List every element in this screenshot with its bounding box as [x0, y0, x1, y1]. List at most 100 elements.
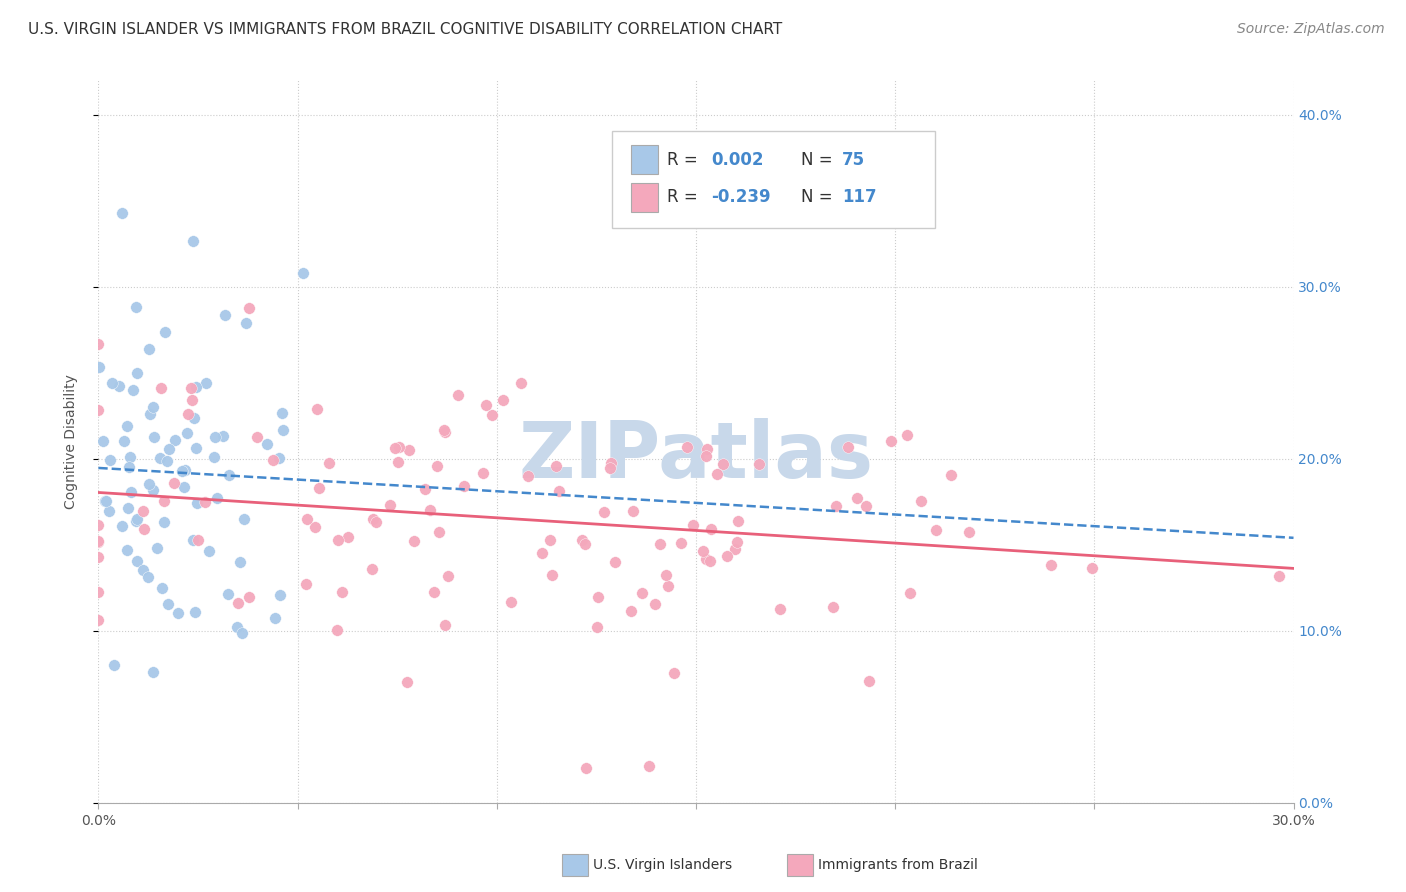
Text: U.S. VIRGIN ISLANDER VS IMMIGRANTS FROM BRAZIL COGNITIVE DISABILITY CORRELATION : U.S. VIRGIN ISLANDER VS IMMIGRANTS FROM … — [28, 22, 782, 37]
Point — [264, 611, 287, 625]
Point — [217, 587, 239, 601]
Point — [1267, 568, 1289, 582]
Point — [574, 536, 596, 550]
Text: U.S. Virgin Islanders: U.S. Virgin Islanders — [593, 858, 733, 872]
Point — [112, 434, 135, 448]
Point — [218, 468, 240, 483]
Point — [509, 376, 531, 390]
Point — [142, 483, 165, 497]
Point — [571, 533, 593, 547]
Text: 117: 117 — [842, 188, 876, 206]
Point — [603, 555, 626, 569]
Point — [136, 570, 159, 584]
Point — [630, 585, 652, 599]
Point — [87, 533, 110, 548]
Point — [273, 424, 295, 438]
Point — [858, 673, 880, 688]
Point — [492, 392, 515, 407]
Point — [194, 495, 217, 509]
Point — [235, 316, 257, 330]
Point — [361, 562, 384, 576]
Point — [131, 563, 153, 577]
Point — [696, 442, 718, 457]
Point — [149, 381, 172, 395]
Point — [176, 407, 198, 421]
Point — [183, 234, 205, 248]
Point — [433, 423, 456, 437]
Point — [380, 498, 402, 512]
Point — [186, 496, 208, 510]
Text: 75: 75 — [842, 151, 865, 169]
Point — [655, 568, 678, 582]
Point — [957, 524, 980, 539]
Point — [388, 441, 411, 455]
Point — [586, 620, 609, 634]
Point — [115, 418, 138, 433]
Point — [648, 537, 671, 551]
Point — [238, 591, 260, 605]
Point — [269, 450, 291, 465]
Point — [194, 376, 217, 390]
Point — [427, 525, 450, 540]
Point — [1081, 560, 1104, 574]
Point — [695, 552, 717, 566]
Point — [516, 469, 538, 483]
Point — [87, 549, 110, 564]
Point — [181, 533, 204, 547]
Text: 0.002: 0.002 — [711, 151, 763, 169]
Point — [548, 483, 571, 498]
Point — [115, 543, 138, 558]
Point — [724, 542, 747, 557]
Point — [138, 477, 160, 491]
Point — [94, 493, 117, 508]
Point — [433, 618, 456, 632]
Point — [156, 597, 179, 611]
Point — [87, 535, 110, 549]
Point — [481, 408, 503, 422]
Point — [256, 437, 278, 451]
Point — [226, 595, 249, 609]
Point — [305, 402, 328, 417]
Point — [172, 464, 194, 478]
Point — [823, 600, 845, 615]
Point — [593, 505, 616, 519]
Point — [180, 381, 202, 395]
Point — [472, 466, 495, 480]
Point — [163, 476, 186, 491]
Point — [111, 206, 134, 220]
Point — [669, 536, 692, 550]
Point — [167, 607, 190, 621]
Point — [387, 455, 409, 469]
Point — [662, 666, 685, 681]
Point — [769, 602, 792, 616]
Point — [295, 577, 318, 591]
Point — [530, 546, 553, 560]
Text: ZIPatlas: ZIPatlas — [519, 418, 873, 494]
Point — [153, 515, 176, 529]
Point — [91, 434, 114, 448]
Point — [725, 535, 748, 549]
Point — [212, 429, 235, 443]
Text: N =: N = — [801, 151, 838, 169]
Point — [422, 585, 444, 599]
Point — [304, 520, 326, 534]
Point — [131, 503, 153, 517]
Point — [924, 523, 946, 537]
Point — [262, 453, 284, 467]
Point — [120, 484, 142, 499]
Point — [682, 518, 704, 533]
Point — [121, 383, 143, 397]
Point — [238, 301, 260, 315]
Point — [174, 463, 197, 477]
Point — [711, 457, 734, 471]
Point — [176, 426, 198, 441]
Point — [157, 442, 180, 457]
Point — [87, 518, 110, 533]
Point — [939, 467, 962, 482]
Point — [446, 387, 468, 401]
Point — [541, 567, 564, 582]
Point — [204, 430, 226, 444]
Point — [87, 613, 110, 627]
Point — [205, 491, 228, 506]
Point — [142, 400, 165, 414]
